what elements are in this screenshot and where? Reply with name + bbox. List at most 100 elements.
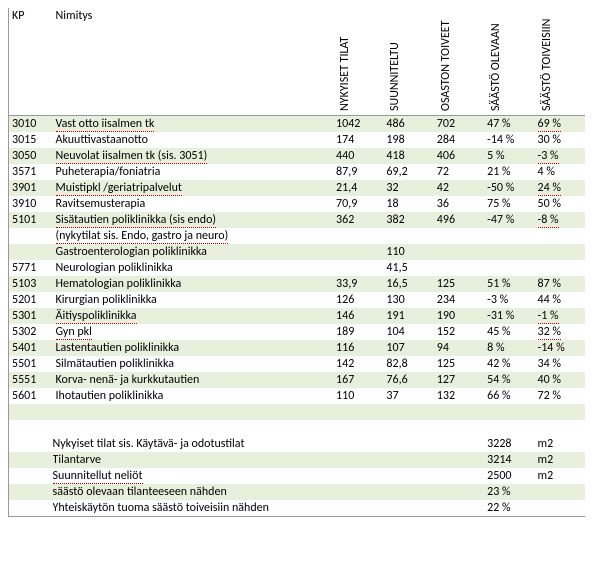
cell: 702: [434, 116, 484, 133]
table-row: 5301Äitiyspoliklinikka146191190-31 %-1 %: [9, 308, 585, 324]
cell: 37: [383, 388, 433, 404]
cell: [434, 500, 484, 516]
table-row: 3010Vast otto iisalmen tk104248670247 %6…: [9, 116, 585, 133]
cell: [383, 404, 433, 420]
cell: Neurologian poliklinikka: [53, 260, 334, 276]
cell: Muistipkl /geriatripalvelut: [53, 180, 334, 196]
cell: [53, 404, 334, 420]
cell: [484, 244, 534, 260]
cell: 16,5: [383, 276, 433, 292]
cell: 3228: [484, 436, 534, 452]
cell: 5601: [9, 388, 53, 404]
cell: [383, 420, 433, 436]
cell: 440: [333, 148, 383, 164]
summary-row: säästö olevaan tilanteeseen nähden 23 %: [9, 484, 585, 500]
cell: 3901: [9, 180, 53, 196]
cell: [9, 244, 53, 260]
cell: Silmätautien poliklinikka: [53, 356, 334, 372]
cell: 5201: [9, 292, 53, 308]
cell: m2: [535, 468, 585, 484]
table-row: 5101Sisätautien poliklinikka (sis endo)3…: [9, 212, 585, 228]
cell: 3571: [9, 164, 53, 180]
cell: 5301: [9, 308, 53, 324]
cell: 75 %: [484, 196, 534, 212]
table-container: KP Nimitys NYKYISET TILAT SUUNNITELTU OS…: [8, 8, 585, 517]
cell: m2: [535, 436, 585, 452]
cell: 21 %: [484, 164, 534, 180]
cell: [484, 228, 534, 244]
cell: 44 %: [535, 292, 585, 308]
cell: 69 %: [535, 116, 585, 133]
table-row: 3050Neuvolat iisalmen tk (sis. 3051)4404…: [9, 148, 585, 164]
cell: 5103: [9, 276, 53, 292]
cell: Ravitsemusterapia: [53, 196, 334, 212]
cell: 126: [333, 292, 383, 308]
cell: [9, 228, 53, 244]
cell: 32 %: [535, 324, 585, 340]
cell: 41,5: [383, 260, 433, 276]
cell: Kirurgian poliklinikka: [53, 292, 334, 308]
cell: 5501: [9, 356, 53, 372]
cell: 5401: [9, 340, 53, 356]
cell: [9, 436, 53, 452]
cell: (nykytilat sis. Endo, gastro ja neuro): [53, 228, 334, 244]
cell: 23 %: [484, 484, 534, 500]
cell: 76,6: [383, 372, 433, 388]
table-body: 3010Vast otto iisalmen tk104248670247 %6…: [9, 116, 585, 517]
cell: [535, 404, 585, 420]
cell: Akuuttivastaanotto: [53, 132, 334, 148]
cell: 191: [383, 308, 433, 324]
cell: 87,9: [333, 164, 383, 180]
cell: [535, 420, 585, 436]
cell: [333, 244, 383, 260]
cell: 125: [434, 276, 484, 292]
cell: 406: [434, 148, 484, 164]
header-nykyiset: NYKYISET TILAT: [333, 8, 383, 116]
table-row: 3015Akuuttivastaanotto174198284-14 %30 %: [9, 132, 585, 148]
cell: 174: [333, 132, 383, 148]
summary-label: säästö olevaan tilanteeseen nähden: [53, 484, 434, 500]
cell: [383, 228, 433, 244]
header-row: KP Nimitys NYKYISET TILAT SUUNNITELTU OS…: [9, 8, 585, 116]
cell: -1 %: [535, 308, 585, 324]
cell: Ihotautien poliklinikka: [53, 388, 334, 404]
cell: 21,4: [333, 180, 383, 196]
cell: 110: [383, 244, 433, 260]
summary-row: Nykyiset tilat sis. Käytävä- ja odotusti…: [9, 436, 585, 452]
cell: Lastentautien poliklinikka: [53, 340, 334, 356]
summary-label: Nykyiset tilat sis. Käytävä- ja odotusti…: [53, 436, 434, 452]
cell: Hematologian poliklinikka: [53, 276, 334, 292]
cell: 3010: [9, 116, 53, 133]
cell: Gastroenterologian poliklinikka: [53, 244, 334, 260]
cell: Gyn pkl: [53, 324, 334, 340]
cell: 70,9: [333, 196, 383, 212]
cell: 69,2: [383, 164, 433, 180]
cell: 18: [383, 196, 433, 212]
cell: 3910: [9, 196, 53, 212]
cell: [53, 420, 334, 436]
cell: [434, 436, 484, 452]
cell: [434, 404, 484, 420]
cell: 5101: [9, 212, 53, 228]
cell: [484, 260, 534, 276]
cell: 110: [333, 388, 383, 404]
cell: [9, 500, 53, 516]
cell: 2500: [484, 468, 534, 484]
cell: 72 %: [535, 388, 585, 404]
table-row: 5103Hematologian poliklinikka33,916,5125…: [9, 276, 585, 292]
cell: 47 %: [484, 116, 534, 133]
cell: 234: [434, 292, 484, 308]
cell: 94: [434, 340, 484, 356]
cell: 36: [434, 196, 484, 212]
cell: Vast otto iisalmen tk: [53, 116, 334, 133]
cell: 125: [434, 356, 484, 372]
cell: 54 %: [484, 372, 534, 388]
cell: [434, 244, 484, 260]
cell: -50 %: [484, 180, 534, 196]
cell: 3214: [484, 452, 534, 468]
cell: 3050: [9, 148, 53, 164]
summary-row: Suunnitellut neliöt2500m2: [9, 468, 585, 484]
cell: 5771: [9, 260, 53, 276]
empty-row: [9, 404, 585, 420]
cell: [9, 468, 53, 484]
